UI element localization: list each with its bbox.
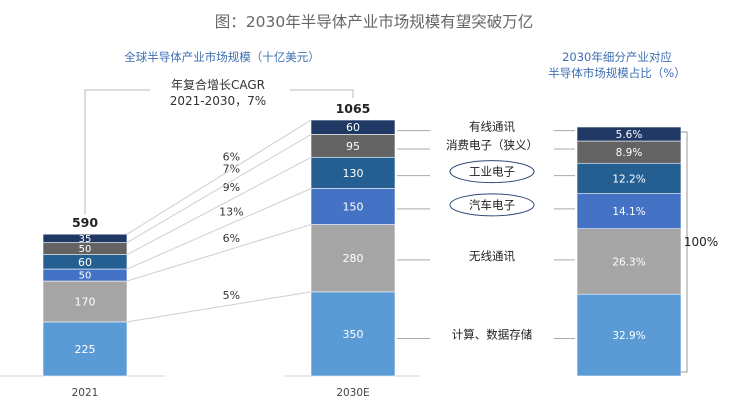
bar-value-label: 350 [343,328,364,341]
growth-connector [126,224,312,282]
bar-value-label: 60 [78,256,92,269]
cagr-label-bg [150,76,290,110]
bar-segment [310,291,396,377]
growth-connector [126,156,312,256]
share-value-label: 14.1% [612,206,645,218]
share-value-label: 8.9% [616,147,643,159]
bar-value-label: 60 [346,121,360,134]
right-subtitle-line: 2030年细分产业对应 [562,50,672,64]
growth-connector [126,133,312,244]
segment-label: 有线通讯 [469,120,515,134]
segment-label: 计算、数据存储 [452,328,533,342]
share-bar-segment [576,293,682,377]
share-value-label: 5.6% [616,129,643,141]
bar-segment [310,224,396,293]
bar-value-label: 225 [75,343,96,356]
share-bar-segment [576,126,682,142]
bar-segment [42,321,128,377]
cagr-summary-line: 2021-2030，7% [170,94,266,108]
share-bar-segment [576,228,682,295]
bar-value-label: 170 [75,295,96,308]
segment-label: 消费电子（狭义） [446,138,538,152]
left-subtitle: 全球半导体产业市场规模（十亿美元） [124,50,320,64]
cagr-label: 6% [223,151,240,164]
share-bar-segment [576,193,682,230]
cagr-label: 6% [223,232,240,245]
bar-segment [310,119,396,135]
bar-segment [310,188,396,225]
x-tick-label: 2021 [72,387,99,399]
legend-highlight-ellipse [449,160,535,184]
cagr-label: 13% [219,206,243,219]
share-total-label: 100% [684,235,718,249]
cagr-summary-line: 年复合增长CAGR [171,77,265,92]
growth-connector [126,119,312,235]
segment-label: 工业电子 [469,165,515,179]
bar-value-label: 150 [343,200,364,213]
share-value-label: 12.2% [612,173,645,185]
bar-value-label: 280 [343,252,364,265]
bar-total-label: 590 [72,215,98,230]
share-bracket [681,131,688,373]
chart-title: 图：2030年半导体产业市场规模有望突破万亿 [215,13,533,31]
cagr-label: 5% [223,289,240,302]
bar-total-label: 1065 [336,101,371,116]
share-value-label: 26.3% [612,256,645,268]
bar-segment [42,233,128,243]
bar-value-label: 130 [343,167,364,180]
bar-value-label: 35 [79,234,92,245]
bar-value-label: 95 [346,140,360,153]
growth-connector [126,188,312,270]
cagr-label: 9% [223,181,240,194]
bar-value-label: 50 [79,244,92,255]
bar-segment [310,156,396,189]
share-value-label: 32.9% [612,330,645,342]
right-subtitle-line: 半导体市场规模占比（%） [548,66,685,80]
share-bar-segment [576,162,682,194]
segment-label: 无线通讯 [469,249,515,263]
bar-value-label: 50 [79,271,92,282]
legend-highlight-ellipse [449,193,535,217]
growth-connector [126,291,312,323]
segment-label: 汽车电子 [469,198,515,212]
x-tick-label: 2030E [336,387,369,399]
